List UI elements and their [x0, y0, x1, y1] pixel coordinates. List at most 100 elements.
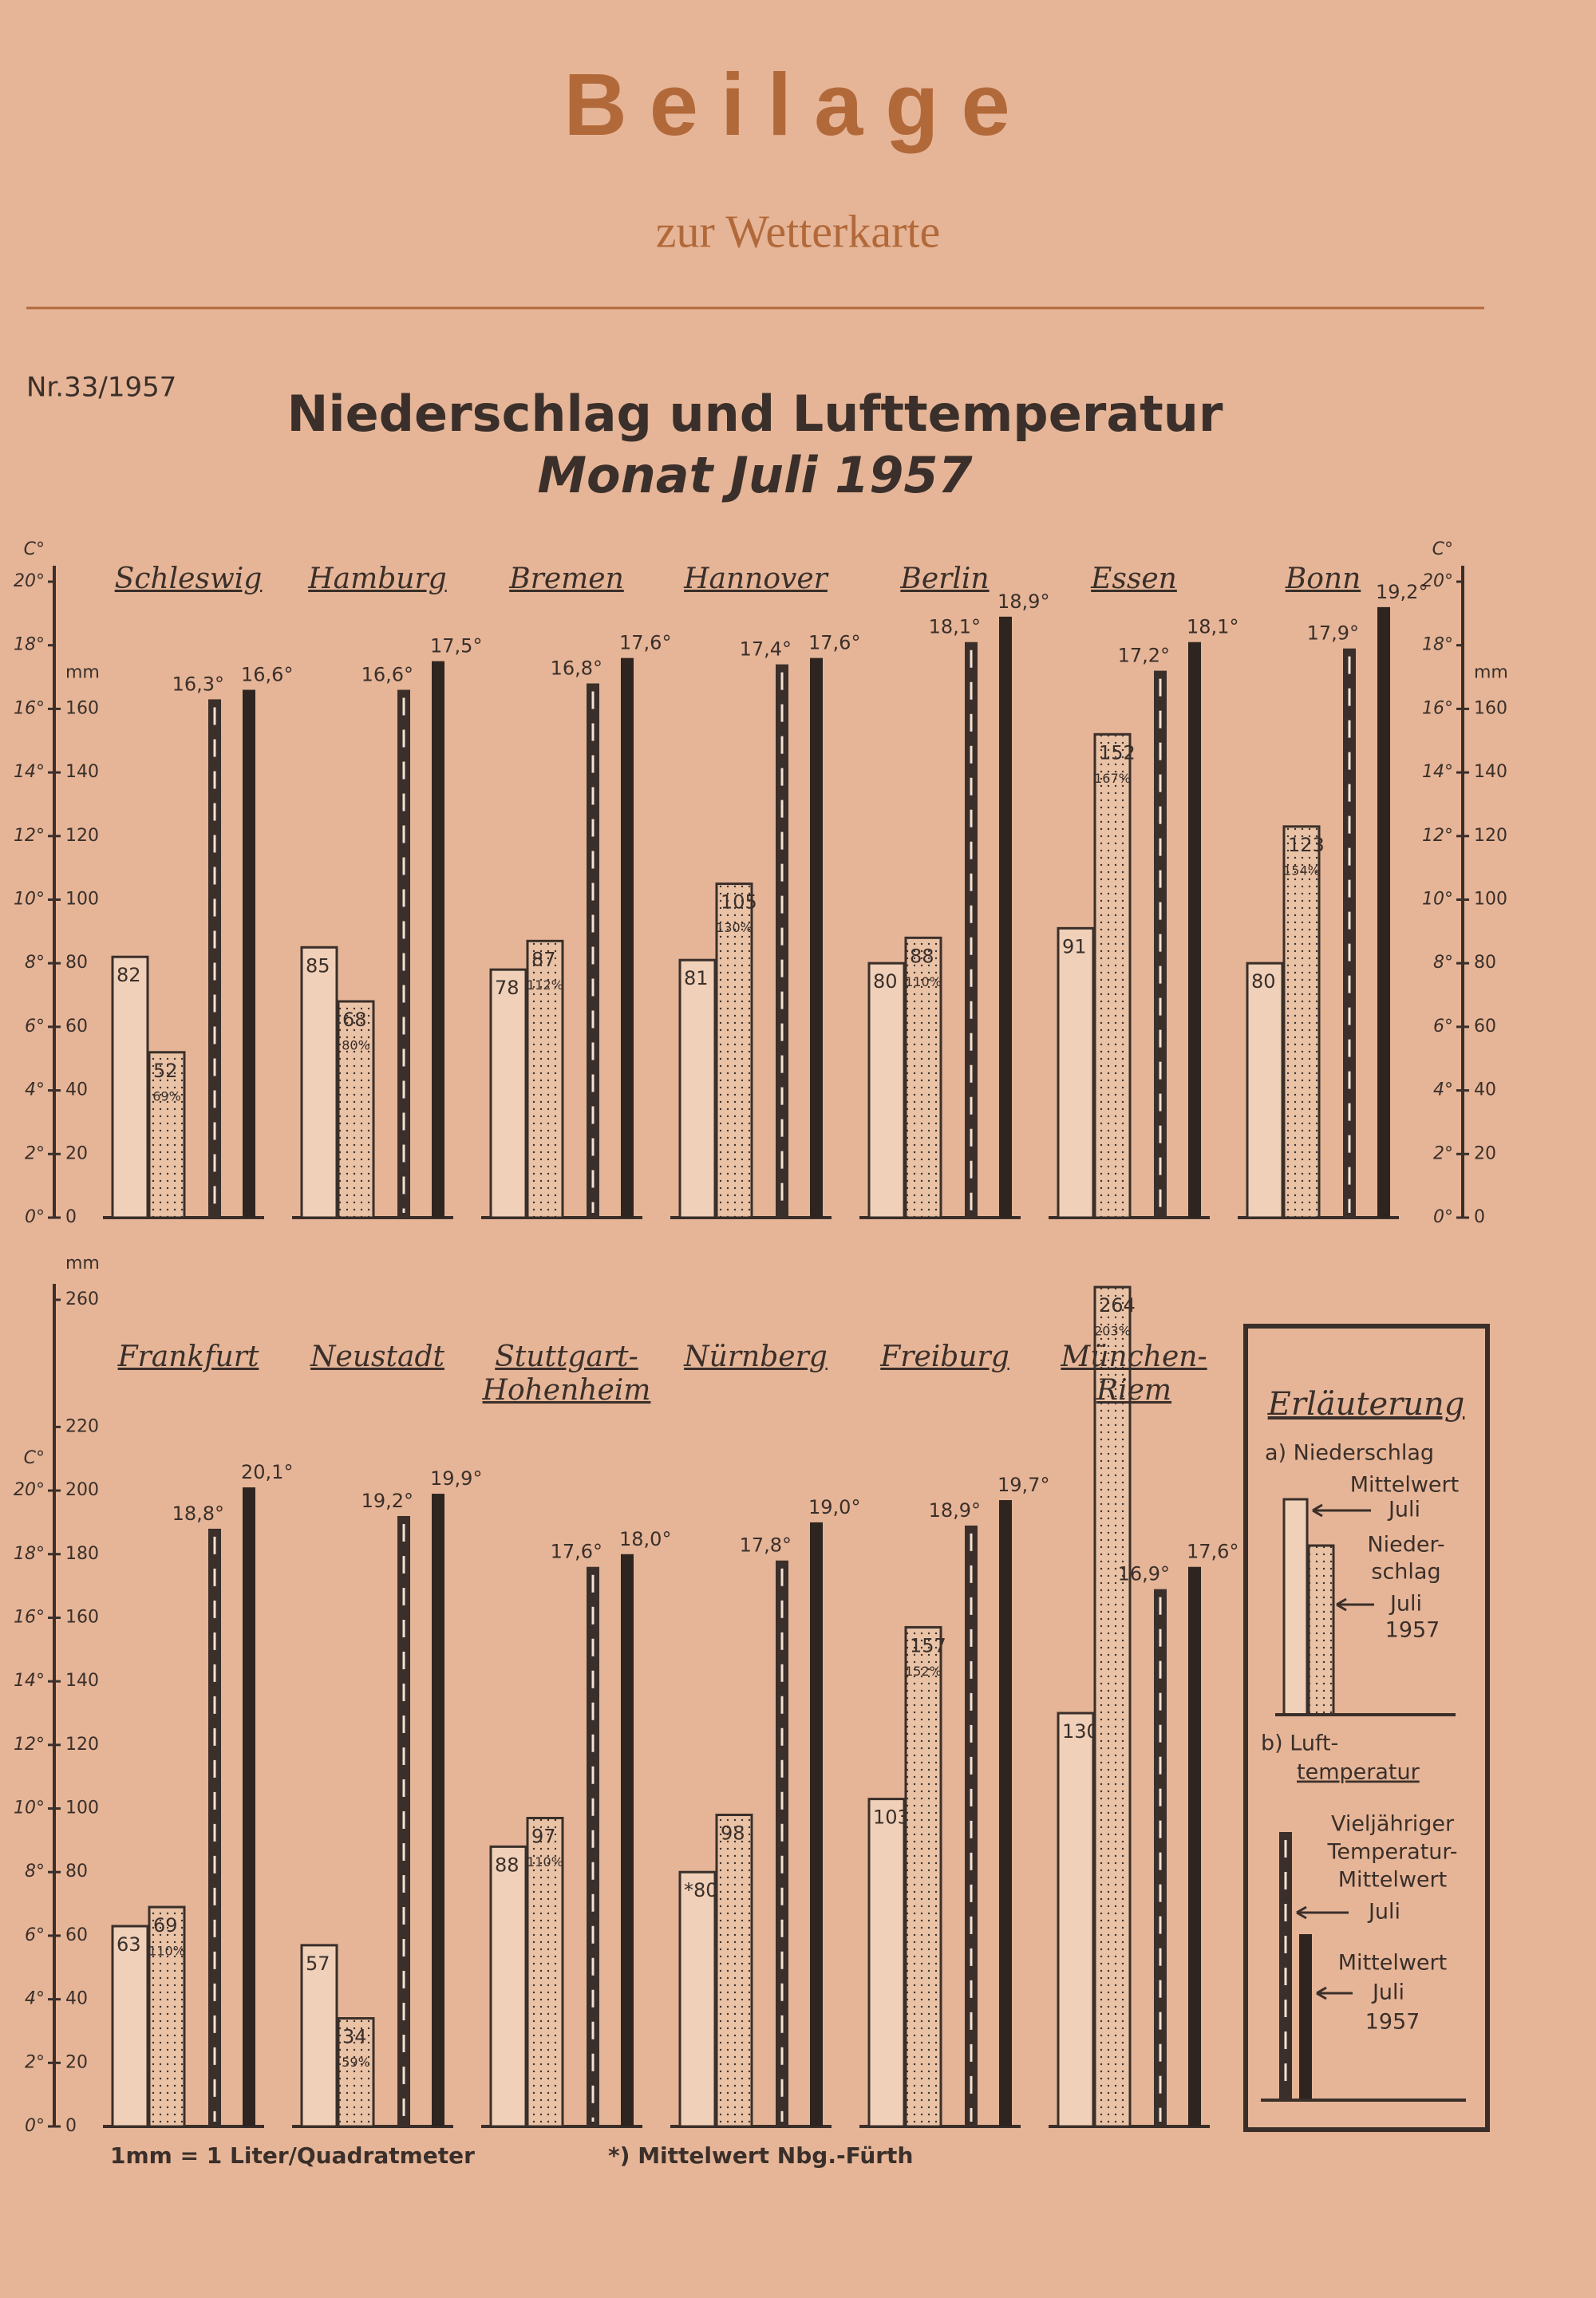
- y-tick-label: 160: [1474, 698, 1507, 718]
- legend-text: Juli: [1367, 1900, 1400, 1925]
- value-label: 68: [342, 1009, 367, 1031]
- bar: [1057, 926, 1095, 1219]
- percent-label: 69%: [152, 1088, 181, 1104]
- percent-label: 110%: [148, 1944, 185, 1959]
- bar: [715, 882, 753, 1219]
- y2-tick-label: 18°: [14, 1544, 45, 1564]
- y-tick-label: 0: [1474, 1207, 1485, 1227]
- y2-tick-label: 14°: [14, 1671, 45, 1691]
- y-tick-label: 220: [65, 1416, 99, 1436]
- y-tick-label: 20: [1474, 1143, 1496, 1163]
- bar: [148, 1905, 186, 2128]
- bar: [810, 1522, 823, 2126]
- y2-tick-label: 16°: [1422, 698, 1453, 718]
- y2-tick-label: 8°: [25, 953, 45, 973]
- percent-label: 110%: [905, 974, 942, 989]
- value-label: 17,6°: [619, 632, 671, 654]
- category-label: Bremen: [509, 563, 624, 595]
- bar: [678, 958, 717, 1219]
- legend-text: 1957: [1365, 2010, 1420, 2035]
- legend-bar: [1279, 1832, 1292, 2100]
- value-label: 152: [1099, 741, 1136, 764]
- legend-heading: temperatur: [1297, 1760, 1420, 1785]
- value-label: 80: [873, 970, 898, 993]
- value-label: 88: [910, 945, 934, 967]
- y2-tick-label: 2°: [25, 1143, 45, 1163]
- y2-tick-label: 4°: [25, 1989, 45, 2009]
- bar: [300, 1944, 338, 2128]
- y-tick-label: 140: [1474, 762, 1507, 782]
- y2-tick-label: 20°: [14, 1480, 45, 1500]
- value-label: 18,1°: [929, 616, 981, 638]
- y2-tick-label: 16°: [14, 698, 45, 718]
- legend-text: Mittelwert: [1350, 1473, 1459, 1498]
- value-label: 264: [1099, 1294, 1136, 1317]
- y2-tick-label: 6°: [1433, 1017, 1453, 1036]
- y2-tick-label: 18°: [1422, 635, 1453, 655]
- y-tick-label: 20: [65, 2052, 88, 2072]
- y-tick-label: 160: [65, 698, 99, 718]
- value-label: 17,2°: [1118, 645, 1170, 667]
- bar: [999, 616, 1012, 1218]
- y-tick-label: 100: [65, 890, 99, 910]
- bar: [432, 1494, 444, 2126]
- percent-label: 203%: [1094, 1324, 1131, 1339]
- bar: [1282, 825, 1321, 1219]
- bar: [1246, 961, 1284, 1219]
- percent-label: 130%: [716, 920, 753, 935]
- y-tick-label: 120: [65, 1735, 99, 1755]
- bar: [621, 657, 634, 1218]
- category-label: Schleswig: [114, 563, 263, 595]
- legend-text: Juli: [1371, 1980, 1404, 2005]
- value-label: 18,8°: [172, 1502, 224, 1525]
- legend-heading: b) Luft-: [1261, 1731, 1338, 1756]
- value-label: 19,2°: [361, 1490, 413, 1512]
- bar: [432, 661, 444, 1218]
- explanation-box: Erläuterung a) Niederschlag Mittelwert J…: [1243, 1324, 1490, 2132]
- value-label: 87: [531, 948, 556, 970]
- y2-tick-label: 0°: [25, 2116, 45, 2136]
- y-tick-label: 260: [65, 1289, 99, 1309]
- value-label: 19,2°: [1376, 581, 1428, 603]
- y2-tick-label: 4°: [25, 1080, 45, 1100]
- bar: [776, 1560, 788, 2126]
- category-label: Neustadt: [310, 1340, 444, 1373]
- bar: [1343, 648, 1356, 1218]
- value-label: 16,6°: [361, 663, 413, 685]
- legend-text: Temperatur-: [1326, 1840, 1457, 1865]
- value-label: 19,7°: [998, 1474, 1049, 1496]
- category-label: Frankfurt: [117, 1340, 259, 1373]
- bar: [111, 1925, 149, 2128]
- percent-label: 110%: [527, 1854, 563, 1870]
- y2-tick-label: 20°: [1422, 571, 1453, 591]
- bar: [148, 1051, 186, 1219]
- bar: [526, 1816, 564, 2128]
- y2-tick-label: 0°: [25, 1207, 45, 1227]
- bar: [489, 1845, 527, 2128]
- y-unit: mm: [65, 662, 100, 682]
- value-label: 19,9°: [430, 1467, 482, 1490]
- legend-text: Mittelwert: [1338, 1868, 1447, 1893]
- value-label: 17,5°: [430, 635, 482, 657]
- legend-arrow: [1336, 1597, 1374, 1612]
- bar: [1377, 606, 1390, 1218]
- y2-tick-label: 12°: [14, 1735, 45, 1755]
- y-tick-label: 200: [65, 1480, 99, 1500]
- y-tick-label: 60: [1474, 1017, 1496, 1036]
- legend-text: Juli: [1387, 1498, 1420, 1522]
- y2-unit: C°: [1432, 539, 1453, 559]
- y-tick-label: 140: [65, 762, 99, 782]
- y-tick-label: 100: [65, 1799, 99, 1818]
- y2-tick-label: 10°: [14, 1799, 45, 1818]
- legend-bar: [1299, 1934, 1312, 2100]
- value-label: 88: [495, 1854, 519, 1876]
- legend-arrow: [1296, 1905, 1349, 1920]
- chart-title: Niederschlag und Lufttemperatur: [286, 385, 1223, 443]
- legend-text: Juli: [1389, 1592, 1422, 1617]
- y2-tick-label: 10°: [14, 890, 45, 910]
- y2-tick-label: 2°: [1433, 1143, 1453, 1163]
- value-label: 17,8°: [740, 1534, 792, 1557]
- value-label: 78: [495, 977, 519, 999]
- value-label: 123: [1288, 834, 1325, 856]
- y-tick-label: 140: [65, 1671, 99, 1691]
